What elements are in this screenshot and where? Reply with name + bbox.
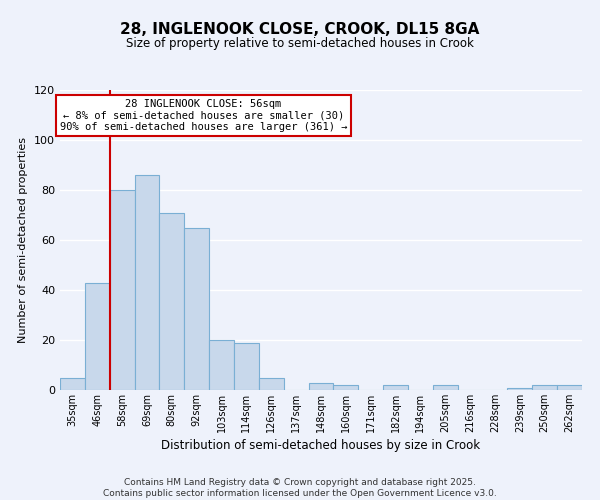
Bar (532, 385, 557, 390)
Text: 28 INGLENOOK CLOSE: 56sqm
← 8% of semi-detached houses are smaller (30)
90% of s: 28 INGLENOOK CLOSE: 56sqm ← 8% of semi-d… (60, 99, 347, 132)
Bar (184, 228, 209, 390)
Bar (209, 340, 234, 390)
Y-axis label: Number of semi-detached properties: Number of semi-detached properties (19, 137, 28, 343)
Bar (134, 175, 160, 390)
Bar (60, 378, 85, 390)
Bar (334, 385, 358, 390)
Bar (259, 378, 284, 390)
Bar (234, 342, 259, 390)
X-axis label: Distribution of semi-detached houses by size in Crook: Distribution of semi-detached houses by … (161, 439, 481, 452)
Bar (308, 382, 334, 390)
Bar (85, 282, 110, 390)
Bar (508, 388, 532, 390)
Bar (160, 212, 184, 390)
Bar (383, 385, 408, 390)
Text: Contains HM Land Registry data © Crown copyright and database right 2025.
Contai: Contains HM Land Registry data © Crown c… (103, 478, 497, 498)
Text: 28, INGLENOOK CLOSE, CROOK, DL15 8GA: 28, INGLENOOK CLOSE, CROOK, DL15 8GA (121, 22, 479, 38)
Text: Size of property relative to semi-detached houses in Crook: Size of property relative to semi-detach… (126, 38, 474, 51)
Bar (557, 385, 582, 390)
Bar (433, 385, 458, 390)
Bar (110, 190, 134, 390)
